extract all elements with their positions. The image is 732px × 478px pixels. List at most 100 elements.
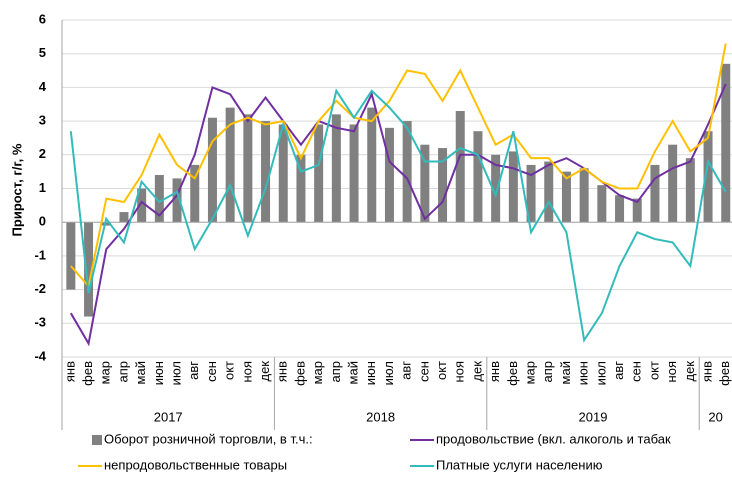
- x-tick-label: июн: [576, 361, 591, 385]
- x-tick-label: янв: [487, 361, 502, 382]
- x-tick-label: сен: [204, 361, 219, 382]
- bar: [544, 161, 554, 223]
- bar: [455, 110, 465, 223]
- x-tick-label: июл: [381, 361, 396, 385]
- bar: [703, 131, 713, 223]
- year-label: 2017: [154, 409, 183, 424]
- x-tick-label: июл: [168, 361, 183, 385]
- bar: [101, 222, 111, 226]
- bar: [84, 222, 94, 317]
- x-tick-label: мар: [522, 361, 537, 384]
- bar: [137, 188, 147, 223]
- y-tick-label: -1: [34, 247, 46, 262]
- x-tick-label: июн: [363, 361, 378, 385]
- year-label: 2018: [366, 409, 395, 424]
- bar: [225, 107, 235, 223]
- x-tick-label: янв: [275, 361, 290, 382]
- bar: [721, 63, 731, 223]
- x-tick-label: ноя: [239, 361, 254, 382]
- legend-swatch: [92, 435, 102, 445]
- y-tick-label: 1: [39, 180, 46, 195]
- bar: [438, 148, 448, 223]
- bar: [597, 185, 607, 223]
- bar: [384, 127, 394, 223]
- x-tick-label: июн: [151, 361, 166, 385]
- x-tick-label: фев: [292, 361, 307, 386]
- bar: [685, 158, 695, 223]
- bar: [473, 131, 483, 223]
- line-series: [69, 83, 727, 347]
- x-tick-label: сен: [629, 361, 644, 382]
- bar: [420, 144, 430, 223]
- x-tick-label: янв: [62, 361, 77, 382]
- bar: [668, 144, 678, 223]
- legend-label: непродовольственные товары: [104, 457, 287, 472]
- x-tick-label: май: [133, 361, 148, 384]
- bar: [615, 195, 625, 223]
- x-tick-label: фев: [505, 361, 520, 386]
- bar: [491, 154, 501, 223]
- y-axis-label: Прирост, г/г, %: [9, 143, 24, 236]
- bar: [331, 114, 341, 223]
- year-label: 2019: [579, 409, 608, 424]
- x-tick-label: апр: [115, 361, 130, 383]
- x-tick-label: окт: [222, 361, 237, 380]
- bar: [367, 107, 377, 223]
- x-tick-label: авг: [399, 361, 414, 380]
- bar: [154, 175, 164, 223]
- bar: [314, 124, 324, 223]
- bar: [579, 168, 589, 223]
- x-tick-label: дек: [469, 361, 484, 382]
- y-tick-label: 3: [39, 113, 46, 128]
- x-tick-label: май: [558, 361, 573, 384]
- x-tick-label: июл: [593, 361, 608, 385]
- x-tick-label: авг: [611, 361, 626, 380]
- line-series: [70, 43, 727, 289]
- bar: [508, 151, 518, 223]
- bar: [172, 178, 182, 223]
- y-tick-label: -4: [34, 348, 46, 363]
- y-tick-label: 5: [39, 45, 46, 60]
- x-tick-label: мар: [310, 361, 325, 384]
- bar: [402, 121, 412, 223]
- y-tick-label: 2: [39, 146, 46, 161]
- bar: [632, 198, 642, 223]
- x-tick-label: авг: [186, 361, 201, 380]
- legend-label: Платные услуги населению: [436, 457, 603, 472]
- legend-label: Оборот розничной торговли, в т.ч.:: [104, 431, 313, 446]
- bar: [278, 124, 288, 223]
- bar: [261, 121, 271, 223]
- y-tick-label: 0: [39, 214, 46, 229]
- x-tick-label: янв: [699, 361, 714, 382]
- x-tick-label: фев: [80, 361, 95, 386]
- x-tick-label: ноя: [452, 361, 467, 382]
- x-tick-label: сен: [416, 361, 431, 382]
- x-tick-label: дек: [257, 361, 272, 382]
- bar: [296, 154, 306, 223]
- y-tick-label: -2: [34, 281, 46, 296]
- bar: [526, 164, 536, 223]
- x-tick-label: апр: [328, 361, 343, 383]
- bar: [561, 171, 571, 223]
- y-tick-label: -3: [34, 315, 46, 330]
- bar: [66, 222, 76, 290]
- bar: [207, 117, 217, 223]
- year-label: 20: [708, 409, 722, 424]
- bar: [349, 124, 359, 223]
- x-tick-label: дек: [682, 361, 697, 382]
- bar: [119, 212, 129, 223]
- x-tick-label: май: [345, 361, 360, 384]
- x-tick-label: фев: [717, 361, 732, 386]
- x-tick-label: мар: [98, 361, 113, 384]
- bar: [243, 114, 253, 223]
- bar: [190, 164, 200, 223]
- legend-label: продовольствие (вкл. алкоголь и табак: [436, 431, 671, 446]
- line-series: [69, 88, 727, 343]
- y-tick-label: 4: [39, 79, 47, 94]
- x-tick-label: окт: [646, 361, 661, 380]
- bar: [650, 164, 660, 223]
- y-tick-label: 6: [39, 11, 46, 26]
- x-tick-label: апр: [540, 361, 555, 383]
- x-tick-label: ноя: [664, 361, 679, 382]
